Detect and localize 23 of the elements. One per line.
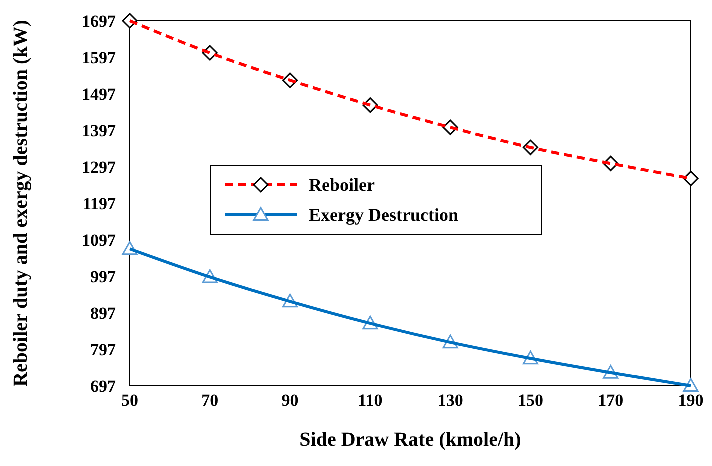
y-tick-label: 1697 xyxy=(82,12,116,32)
y-tick-label: 997 xyxy=(90,268,116,287)
x-tick-label: 70 xyxy=(202,391,219,410)
y-tick-label: 1397 xyxy=(82,122,116,141)
x-tick-label: 130 xyxy=(438,391,464,410)
y-tick-label: 697 xyxy=(90,377,116,396)
x-tick-label: 50 xyxy=(122,391,138,410)
x-tick-label: 110 xyxy=(358,391,383,410)
y-tick-label: 1297 xyxy=(82,158,116,178)
legend-label: Reboiler xyxy=(309,174,375,196)
x-tick-label: 150 xyxy=(518,391,544,410)
y-tick-label: 1497 xyxy=(82,85,116,104)
y-tick-label: 1197 xyxy=(82,194,116,214)
y-tick-label: 797 xyxy=(90,340,116,360)
x-tick-label: 90 xyxy=(282,391,299,410)
y-axis-title: Reboiler duty and exergy destruction (kW) xyxy=(10,20,32,387)
y-tick-label: 1097 xyxy=(82,231,116,250)
y-tick-label: 897 xyxy=(90,304,116,324)
y-tick-label: 1597 xyxy=(82,48,116,68)
x-axis-title: Side Draw Rate (kmole/h) xyxy=(300,429,522,451)
x-tick-label: 170 xyxy=(598,391,624,410)
legend-label: Exergy Destruction xyxy=(309,204,458,226)
x-tick-label: 190 xyxy=(678,391,704,410)
